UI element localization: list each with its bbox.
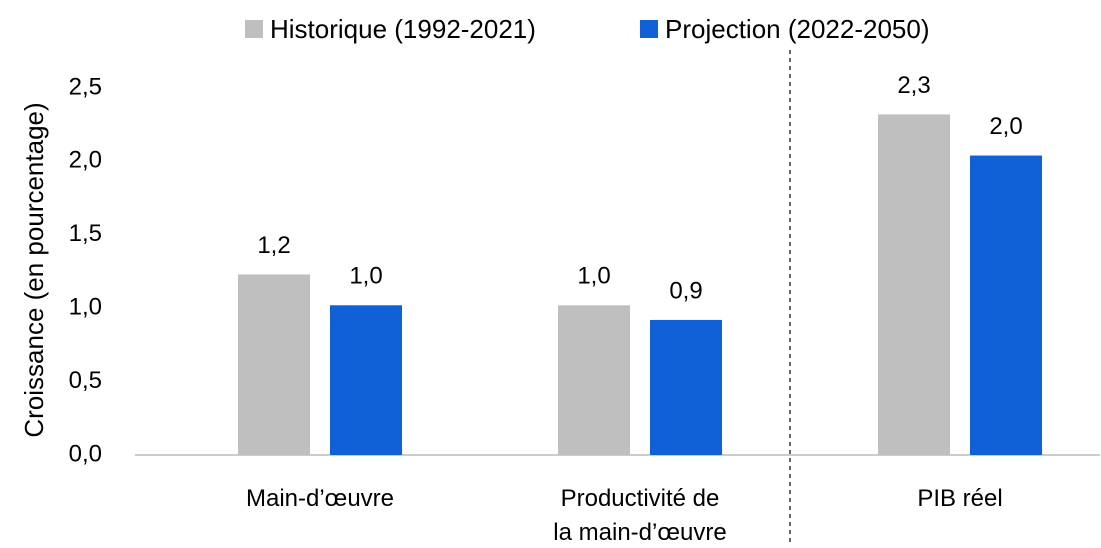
- bar: [970, 155, 1042, 455]
- x-tick-label: Main-d’œuvre: [245, 485, 395, 512]
- legend-label: Historique (1992-2021): [270, 14, 536, 44]
- legend-swatch: [245, 20, 263, 38]
- data-label: 2,0: [989, 113, 1022, 140]
- legend-label: Projection (2022-2050): [665, 14, 930, 44]
- legend-swatch: [640, 20, 658, 38]
- data-label: 2,3: [897, 72, 930, 99]
- x-tick-label: PIB réel: [917, 485, 1003, 512]
- y-tick-label: 2,0: [69, 147, 102, 174]
- y-tick-label: 0,5: [69, 367, 102, 394]
- y-tick-label: 1,0: [69, 294, 102, 321]
- y-tick-label: 0,0: [69, 440, 102, 467]
- y-tick-label: 2,5: [69, 73, 102, 100]
- bar: [330, 305, 402, 455]
- bar: [238, 274, 310, 455]
- x-tick-label: Productivité de la main-d’œuvre: [553, 485, 727, 546]
- y-tick-label: 1,5: [69, 220, 102, 247]
- data-label: 1,0: [577, 263, 610, 290]
- data-label: 1,0: [349, 263, 382, 290]
- bar: [878, 114, 950, 455]
- bar: [558, 305, 630, 455]
- data-label: 1,2: [257, 232, 290, 259]
- data-label: 0,9: [669, 277, 702, 304]
- y-axis-title: Croissance (en pourcentage): [19, 102, 49, 437]
- bar: [650, 319, 722, 455]
